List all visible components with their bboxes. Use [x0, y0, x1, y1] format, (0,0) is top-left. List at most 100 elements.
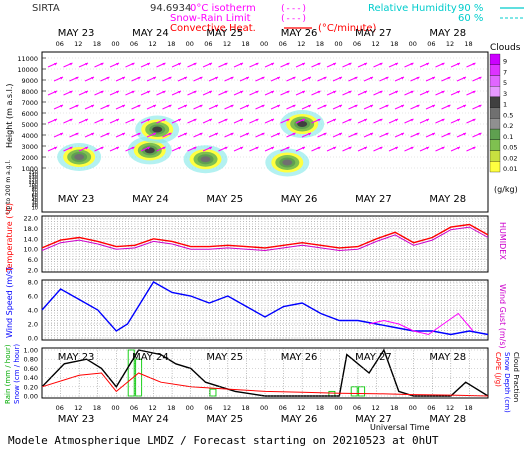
wind-arrow-head [131, 63, 135, 66]
day-label: MAY 24 [132, 414, 169, 425]
bottom-day-labels: MAY 23 MAY 24 MAY 25 MAY 26 MAY 27 MAY 28 [58, 414, 466, 425]
day-label: MAY 23 [58, 352, 95, 363]
precipitation-grid [60, 348, 470, 398]
hour-label: 00 [334, 40, 342, 48]
wind-arrow-head [116, 147, 119, 150]
wind-arrow-head [370, 133, 373, 136]
hour-label: 18 [390, 404, 398, 412]
day-label: MAY 25 [206, 414, 243, 425]
wind-arrow-head [178, 91, 181, 94]
wind-arrow-head [230, 77, 234, 80]
legend-isotherm: 0°C isotherm [190, 3, 256, 14]
wind-arrow-head [354, 133, 358, 136]
wind-arrow-head [147, 91, 150, 94]
wind-arrow-head [401, 105, 404, 108]
cloud-fraction-label: Cloud Fraction [512, 352, 520, 402]
y-tick: 0.80 [24, 356, 38, 364]
wind-arrow-head [162, 147, 166, 150]
wind-arrow-head [122, 105, 125, 108]
y-tick: 4.0 [28, 307, 38, 315]
wind-arrow-head [317, 63, 321, 66]
wind-arrow-head [75, 77, 79, 80]
cloud-patches [57, 110, 325, 177]
colorbar-swatch [489, 64, 501, 76]
y-tick: 0.60 [24, 365, 38, 373]
colorbar-label: 3 [503, 90, 507, 98]
height-tick: 8000 [21, 88, 38, 96]
wind-arrow-head [199, 133, 203, 136]
wind-arrow-head [162, 91, 166, 94]
wind-arrow-head [348, 91, 352, 94]
wind-arrow-head [271, 91, 274, 94]
wind-yticks: 0.0 2.0 4.0 6.0 8.0 [28, 279, 488, 343]
wind-arrow-head [122, 133, 125, 136]
bottom-hour-labels: 06 12 18 00 06 12 18 00 06 12 18 00 06 12 18 00 06 12 18 00… [56, 404, 473, 412]
wind-arrow-head [447, 133, 451, 136]
hour-label: 12 [297, 40, 305, 48]
wind-arrow-head [323, 105, 327, 108]
precip-day-labels: MAY 23 MAY 24 MAY 25 MAY 26 MAY 27 MAY 28 [58, 352, 466, 363]
hour-label: 12 [297, 404, 305, 412]
wind-arrow-head [364, 119, 367, 122]
wind-arrow-head [379, 147, 383, 150]
wind-arrow-head [106, 105, 110, 108]
wind-arrow-head [100, 63, 104, 66]
hour-label: 06 [353, 404, 361, 412]
wind-arrow-head [255, 147, 259, 150]
wind-arrow-head [370, 77, 373, 80]
wind-arrow-head [457, 91, 460, 94]
wind-arrow-head [432, 133, 435, 136]
y-tick: 0.0 [28, 335, 38, 343]
wind-arrow-head [91, 77, 94, 80]
wind-arrow-head [255, 91, 259, 94]
wind-arrow-head [162, 63, 166, 66]
day-label: MAY 26 [281, 414, 318, 425]
wind-arrow-head [137, 77, 141, 80]
day-label: MAY 24 [132, 28, 169, 39]
precipitation-yticks: 0.00 0.200.400.600.801.00 [24, 347, 488, 401]
wind-arrow-head [385, 105, 389, 108]
wind-arrow-head [370, 105, 373, 108]
wind-arrow-head [379, 119, 383, 122]
wind-arrow-head [75, 105, 79, 108]
wind-arrow-head [410, 91, 414, 94]
wind-arrow-head [410, 147, 414, 150]
wind-arrow-head [54, 119, 57, 122]
hour-label: 12 [372, 40, 380, 48]
wind-arrow-head [209, 119, 212, 122]
day-label: MAY 26 [281, 194, 318, 205]
wind-arrow-head [317, 147, 321, 150]
wind-arrow-head [122, 77, 125, 80]
hour-label: 18 [93, 40, 101, 48]
temperature-lines [41, 223, 489, 252]
wind-arrow-head [69, 119, 73, 122]
colorbar-unit: (g/kg) [494, 185, 518, 194]
wind-arrow-head [261, 133, 265, 136]
hour-label: 06 [130, 404, 138, 412]
colorbar-swatch [489, 86, 501, 98]
wind-arrow-head [379, 63, 383, 66]
wind-arrow-head [271, 63, 274, 66]
hour-label: 12 [223, 404, 231, 412]
wind-arrow-head [100, 91, 104, 94]
wind-arrow-head [364, 91, 367, 94]
colorbar-label: 9 [503, 58, 507, 66]
wind-arrow-head [116, 63, 119, 66]
hour-label: 06 [279, 40, 287, 48]
wind-arrow-head [184, 133, 187, 136]
rain-ylabel: Rain (mm / hour) [4, 344, 12, 404]
series-line [41, 372, 489, 397]
wind-arrow-head [364, 147, 367, 150]
wind-arrow-head [240, 63, 243, 66]
low-height-tick: 70 [32, 190, 38, 196]
wind-arrow-head [333, 147, 336, 150]
day-label: MAY 28 [429, 194, 466, 205]
height-tick: 5000 [21, 121, 38, 129]
wind-arrow-head [230, 105, 234, 108]
height-tick: 6000 [21, 110, 38, 118]
wind-arrow-head [60, 77, 63, 80]
wind-arrow-head [69, 63, 73, 66]
time-axis-label: Universal Time [370, 423, 430, 432]
snow-depth-label: Snow Depth (cm) [503, 352, 511, 413]
wind-arrow-head [416, 105, 420, 108]
